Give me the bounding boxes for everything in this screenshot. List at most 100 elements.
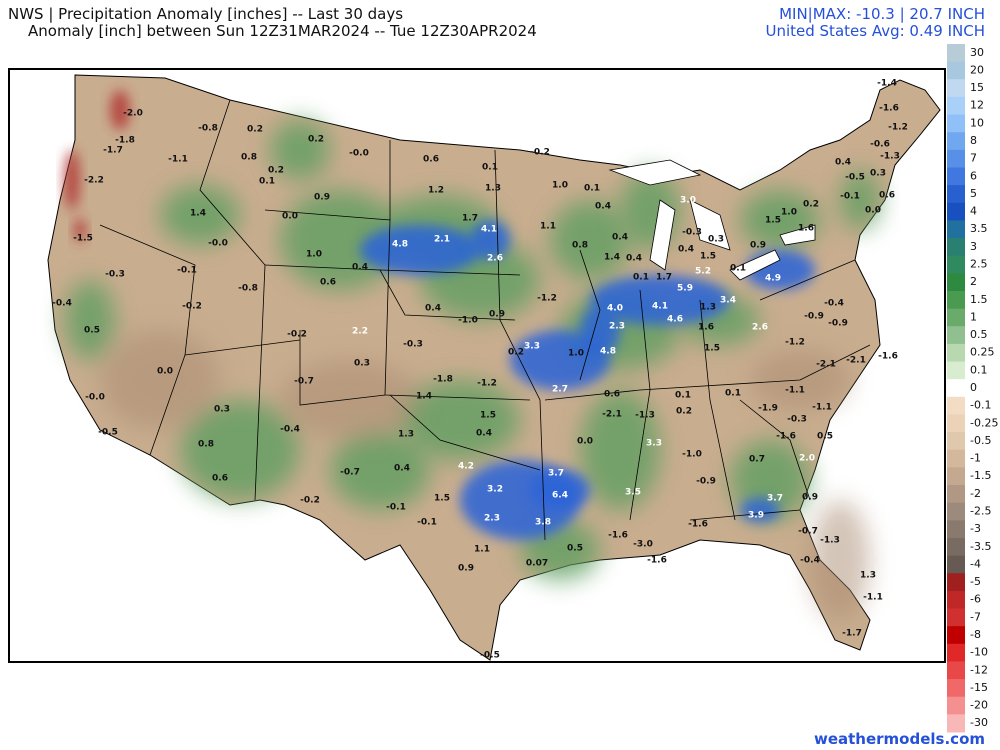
anomaly-label: -2.1 (816, 360, 836, 370)
anomaly-label: 1.0 (552, 181, 568, 191)
colorbar-label: 7 (970, 152, 977, 165)
wet-area (180, 400, 300, 500)
colorbar-label: -15 (970, 681, 988, 694)
colorbar-label: -3.5 (970, 540, 991, 553)
anomaly-label: -0.5 (98, 428, 118, 438)
anomaly-label: -1.2 (785, 338, 805, 348)
anomaly-label: -1.1 (168, 155, 188, 165)
anomaly-label: 3.3 (524, 342, 540, 352)
colorbar-label: 15 (970, 81, 984, 94)
anomaly-label: 1.4 (604, 253, 620, 263)
anomaly-label: -1.3 (820, 536, 840, 546)
anomaly-label: 0.4 (394, 464, 410, 474)
anomaly-label: -0.3 (787, 415, 807, 425)
anomaly-label: 0.3 (708, 235, 724, 245)
dry-area (74, 218, 86, 242)
colorbar-swatch (947, 643, 965, 662)
colorbar-swatch (947, 414, 965, 433)
colorbar-swatch (947, 432, 965, 451)
colorbar-swatch (947, 326, 965, 345)
dry-area (280, 360, 420, 440)
anomaly-label: 0.2 (268, 166, 284, 176)
subtitle: Anomaly [inch] between Sun 12Z31MAR2024 … (28, 22, 537, 40)
anomaly-label: -0.9 (804, 312, 824, 322)
colorbar-label: -2 (970, 487, 981, 500)
colorbar-swatch (947, 273, 965, 292)
anomaly-label: -0.1 (417, 518, 437, 528)
anomaly-label: 2.0 (799, 454, 815, 464)
anomaly-label: -0.8 (238, 284, 258, 294)
very-wet-area (360, 225, 480, 275)
colorbar-swatch (947, 696, 965, 715)
anomaly-label: -1.9 (758, 404, 778, 414)
anomaly-label: 5.2 (695, 267, 711, 277)
colorbar-label: -3 (970, 522, 981, 535)
anomaly-label: 1.6 (698, 323, 714, 333)
anomaly-label: 0.1 (730, 264, 746, 274)
anomaly-label: 4.9 (765, 274, 781, 284)
anomaly-label: -1.3 (880, 152, 900, 162)
anomaly-label: 0.4 (835, 158, 851, 168)
colorbar-swatch (947, 149, 965, 168)
anomaly-label: 4.2 (458, 462, 474, 472)
anomaly-label: -1.1 (785, 386, 805, 396)
anomaly-label: -1.5 (73, 234, 93, 244)
colorbar-swatch (947, 379, 965, 398)
colorbar-label: 1.5 (970, 293, 988, 306)
state-lines (99, 99, 871, 541)
anomaly-label: 3.9 (748, 511, 764, 521)
colorbar-label: 3 (970, 240, 977, 253)
anomaly-label: -0.5 (480, 651, 500, 661)
wet-area (840, 170, 880, 230)
anomaly-label: 1.5 (434, 494, 450, 504)
anomaly-label: 0.3 (214, 405, 230, 415)
very-wet-area (470, 220, 510, 260)
anomaly-label: -1.6 (608, 531, 628, 541)
colorbar-swatch (947, 467, 965, 486)
anomaly-label: -0.2 (287, 330, 307, 340)
anomaly-label: 0.9 (750, 241, 766, 251)
anomaly-label: 1.5 (765, 216, 781, 226)
colorbar-label: -10 (970, 646, 988, 659)
anomaly-label: -0.3 (105, 270, 125, 280)
anomaly-label: 4.8 (392, 240, 408, 250)
colorbar-label: 3.5 (970, 222, 988, 235)
anomaly-label: -2.0 (123, 109, 143, 119)
anomaly-label: -1.2 (537, 294, 557, 304)
anomaly-label: 2.3 (609, 322, 625, 332)
anomaly-label: 1.0 (306, 250, 322, 260)
colorbar-label: 30 (970, 46, 984, 59)
anomaly-label: 4.6 (667, 315, 683, 325)
anomaly-label: -1.0 (682, 450, 702, 460)
anomaly-label: 0.6 (423, 155, 439, 165)
anomaly-label: 0.1 (675, 391, 691, 401)
anomaly-label: 1.4 (416, 392, 432, 402)
colorbar-label: -8 (970, 628, 981, 641)
anomaly-label: 1.5 (704, 344, 720, 354)
anomaly-label: 2.3 (484, 514, 500, 524)
wet-area (270, 120, 330, 180)
anomaly-label: 0.2 (247, 125, 263, 135)
wet-area (550, 200, 630, 280)
colorbar-swatch (947, 220, 965, 239)
anomaly-label: 0.1 (633, 273, 649, 283)
anomaly-label: -0.6 (870, 140, 890, 150)
colorbar-swatch (947, 714, 965, 733)
anomaly-label: 1.6 (798, 224, 814, 234)
colorbar-swatch (947, 502, 965, 521)
anomaly-label: 1.2 (428, 186, 444, 196)
colorbar-swatch (947, 202, 965, 221)
very-wet-area (590, 275, 730, 325)
anomaly-label: 3.7 (548, 469, 564, 479)
colorbar-swatch (947, 114, 965, 133)
anomaly-label: 0.0 (282, 212, 298, 222)
anomaly-label: 1.1 (474, 545, 490, 555)
dry-area (64, 150, 80, 210)
anomaly-label: -0.3 (403, 340, 423, 350)
anomaly-label: -1.1 (812, 403, 832, 413)
anomaly-label: -2.1 (602, 410, 622, 420)
colorbar-swatch (947, 167, 965, 186)
anomaly-label: -1.3 (635, 411, 655, 421)
anomaly-label: -0.0 (208, 239, 228, 249)
